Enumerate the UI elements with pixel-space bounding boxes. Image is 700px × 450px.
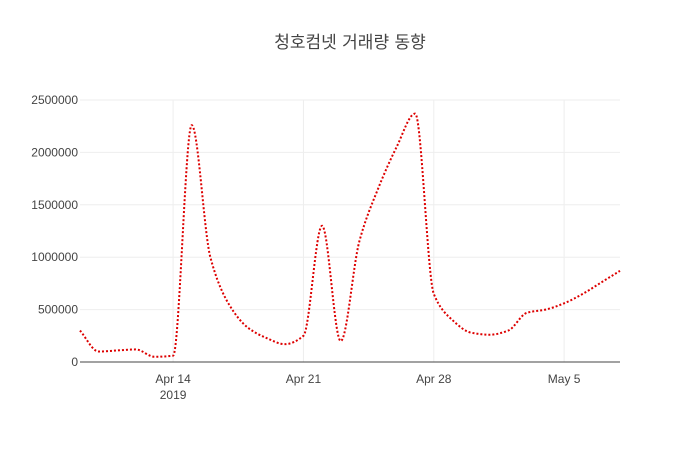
y-tick-label: 500000 [38,303,78,317]
series-line [79,112,621,358]
y-tick-label: 1500000 [31,198,78,212]
x-tick-label: May 5 [548,372,581,386]
chart-title: 청호컴넷 거래량 동향 [274,33,426,53]
y-tick-label: 0 [71,355,78,369]
y-tick-label: 2000000 [31,145,78,159]
label-layer: 0 500000 1000000 1500000 2000000 2500000 Apr 1… [31,93,581,402]
y-tick-label: 1000000 [31,250,78,264]
series-layer [79,112,621,358]
grid-layer [80,99,620,362]
x-tick-label: Apr 28 [416,372,452,386]
x-tick-label: Apr 21 [286,372,322,386]
x-tick-label: Apr 14 [155,372,191,386]
y-tick-label: 2500000 [31,93,78,107]
x-tick-year-label: 2019 [160,388,187,402]
